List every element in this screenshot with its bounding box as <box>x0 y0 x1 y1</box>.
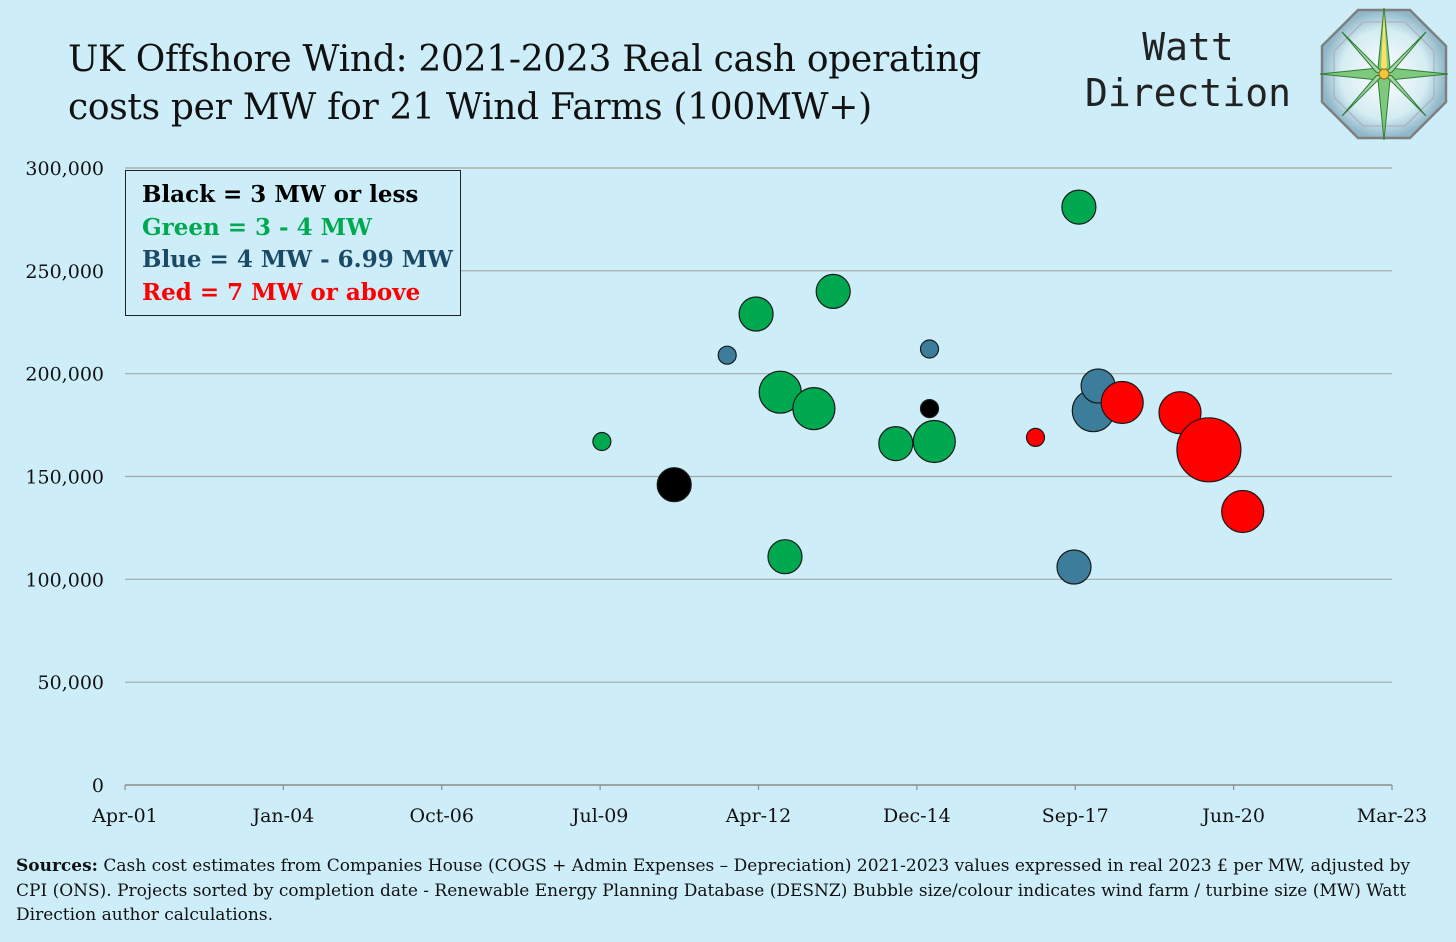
bubble-point-green <box>912 419 956 464</box>
bubble-point-blue <box>1056 549 1092 585</box>
bubble-point-green <box>878 426 914 462</box>
brand-name: Watt Direction <box>1064 24 1312 116</box>
bubble-point-red <box>1221 489 1265 534</box>
bubble-point-green <box>592 431 612 452</box>
bubble-point-green <box>792 387 836 431</box>
bubble-point-red <box>1100 380 1144 425</box>
bubble-point-black <box>656 467 692 503</box>
bubble-point-black <box>919 399 940 419</box>
bubble-point-blue <box>919 339 940 359</box>
x-tick-label: Jun-20 <box>1200 805 1265 827</box>
y-tick-label: 0 <box>92 775 104 797</box>
bubble-point-green <box>1061 189 1097 225</box>
x-tick-label: Jan-04 <box>250 805 314 827</box>
x-tick-label: Mar-23 <box>1357 805 1427 827</box>
sources-label: Sources: <box>16 856 98 876</box>
bubble-point-blue <box>717 345 737 365</box>
x-tick-label: Oct-06 <box>410 805 474 827</box>
compass-logo-icon <box>1319 7 1449 141</box>
legend-entry-black: Black = 3 MW or less <box>142 181 419 208</box>
sources-text: Cash cost estimates from Companies House… <box>16 856 1411 925</box>
chart-title-line-1: UK Offshore Wind: 2021-2023 Real cash op… <box>68 39 982 80</box>
y-tick-label: 200,000 <box>25 364 104 386</box>
chart-legend: Black = 3 MW or less Green = 3 - 4 MW Bl… <box>125 170 461 316</box>
x-tick-label: Sep-17 <box>1042 805 1109 827</box>
y-tick-label: 50,000 <box>38 672 104 694</box>
brand-name-line-2: Direction <box>1085 71 1291 115</box>
bubble-point-red <box>1176 417 1242 483</box>
x-tick-label: Apr-01 <box>91 805 158 827</box>
y-tick-label: 250,000 <box>25 261 104 283</box>
bubble-point-green <box>738 296 774 332</box>
legend-entry-blue: Blue = 4 MW - 6.99 MW <box>142 246 453 273</box>
bubble-point-red <box>1025 427 1046 447</box>
brand-name-line-1: Watt <box>1142 25 1234 69</box>
y-tick-label: 100,000 <box>25 569 104 591</box>
x-tick-label: Apr-12 <box>725 805 792 827</box>
y-tick-label: 300,000 <box>25 158 104 180</box>
bubble-point-green <box>767 539 803 575</box>
x-tick-label: Jul-09 <box>570 805 629 827</box>
y-tick-label: 150,000 <box>25 467 104 489</box>
bubble-point-green <box>815 273 851 309</box>
sources-note: Sources: Cash cost estimates from Compan… <box>16 854 1446 928</box>
x-tick-label: Dec-14 <box>883 805 951 827</box>
chart-title: UK Offshore Wind: 2021-2023 Real cash op… <box>68 36 1068 132</box>
legend-entry-green: Green = 3 - 4 MW <box>142 213 372 241</box>
legend-entry-red: Red = 7 MW or above <box>142 278 421 306</box>
chart-title-line-2: costs per MW for 21 Wind Farms (100MW+) <box>68 87 872 128</box>
